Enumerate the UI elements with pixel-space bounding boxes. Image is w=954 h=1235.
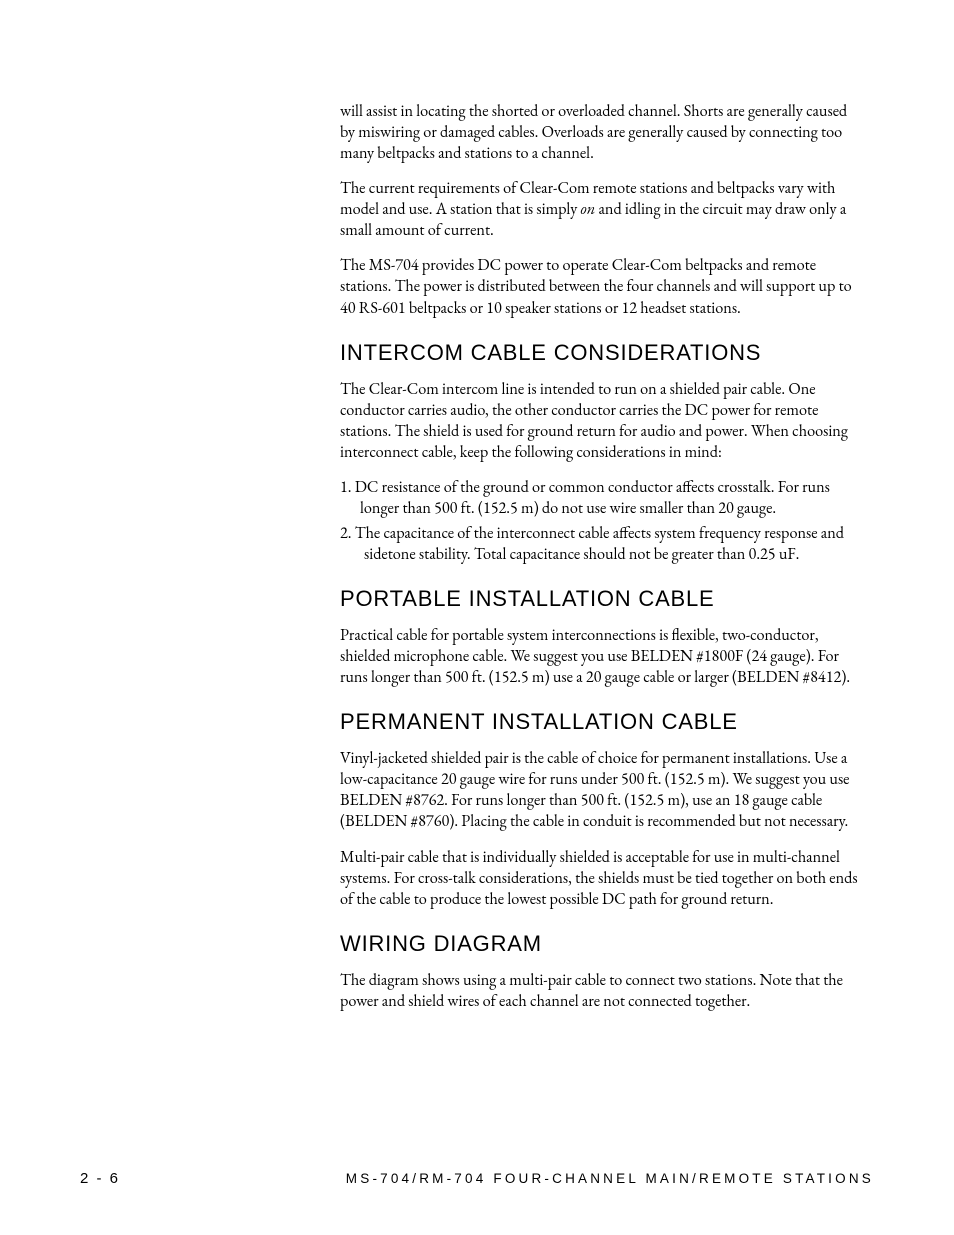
body-paragraph: Multi-pair cable that is individually sh… — [340, 846, 860, 909]
body-paragraph: Practical cable for portable system inte… — [340, 624, 860, 687]
heading-portable-cable: Portable Installation Cable — [340, 586, 860, 612]
body-paragraph: Vinyl-jacketed shielded pair is the cabl… — [340, 747, 860, 831]
footer-page-number: 2 - 6 — [80, 1170, 120, 1187]
numbered-list: 1. DC resistance of the ground or common… — [340, 476, 860, 564]
body-paragraph: will assist in locating the shorted or o… — [340, 100, 860, 163]
italic-run: on — [581, 198, 596, 219]
heading-intercom-cable: Intercom Cable Considerations — [340, 340, 860, 366]
heading-permanent-cable: Permanent Installation Cable — [340, 709, 860, 735]
body-paragraph: The diagram shows using a multi-pair cab… — [340, 969, 860, 1011]
content-column: will assist in locating the shorted or o… — [340, 100, 860, 1025]
body-paragraph: The Clear-Com intercom line is intended … — [340, 378, 860, 462]
heading-wiring-diagram: Wiring Diagram — [340, 931, 860, 957]
list-item: 2. The capacitance of the interconnect c… — [340, 522, 860, 564]
footer-doc-title: MS-704/RM-704 Four-Channel Main/Remote S… — [346, 1171, 874, 1186]
body-paragraph: The MS-704 provides DC power to operate … — [340, 254, 860, 317]
list-item: 1. DC resistance of the ground or common… — [340, 476, 860, 518]
body-paragraph: The current requirements of Clear-Com re… — [340, 177, 860, 240]
page-footer: 2 - 6 MS-704/RM-704 Four-Channel Main/Re… — [80, 1170, 874, 1187]
